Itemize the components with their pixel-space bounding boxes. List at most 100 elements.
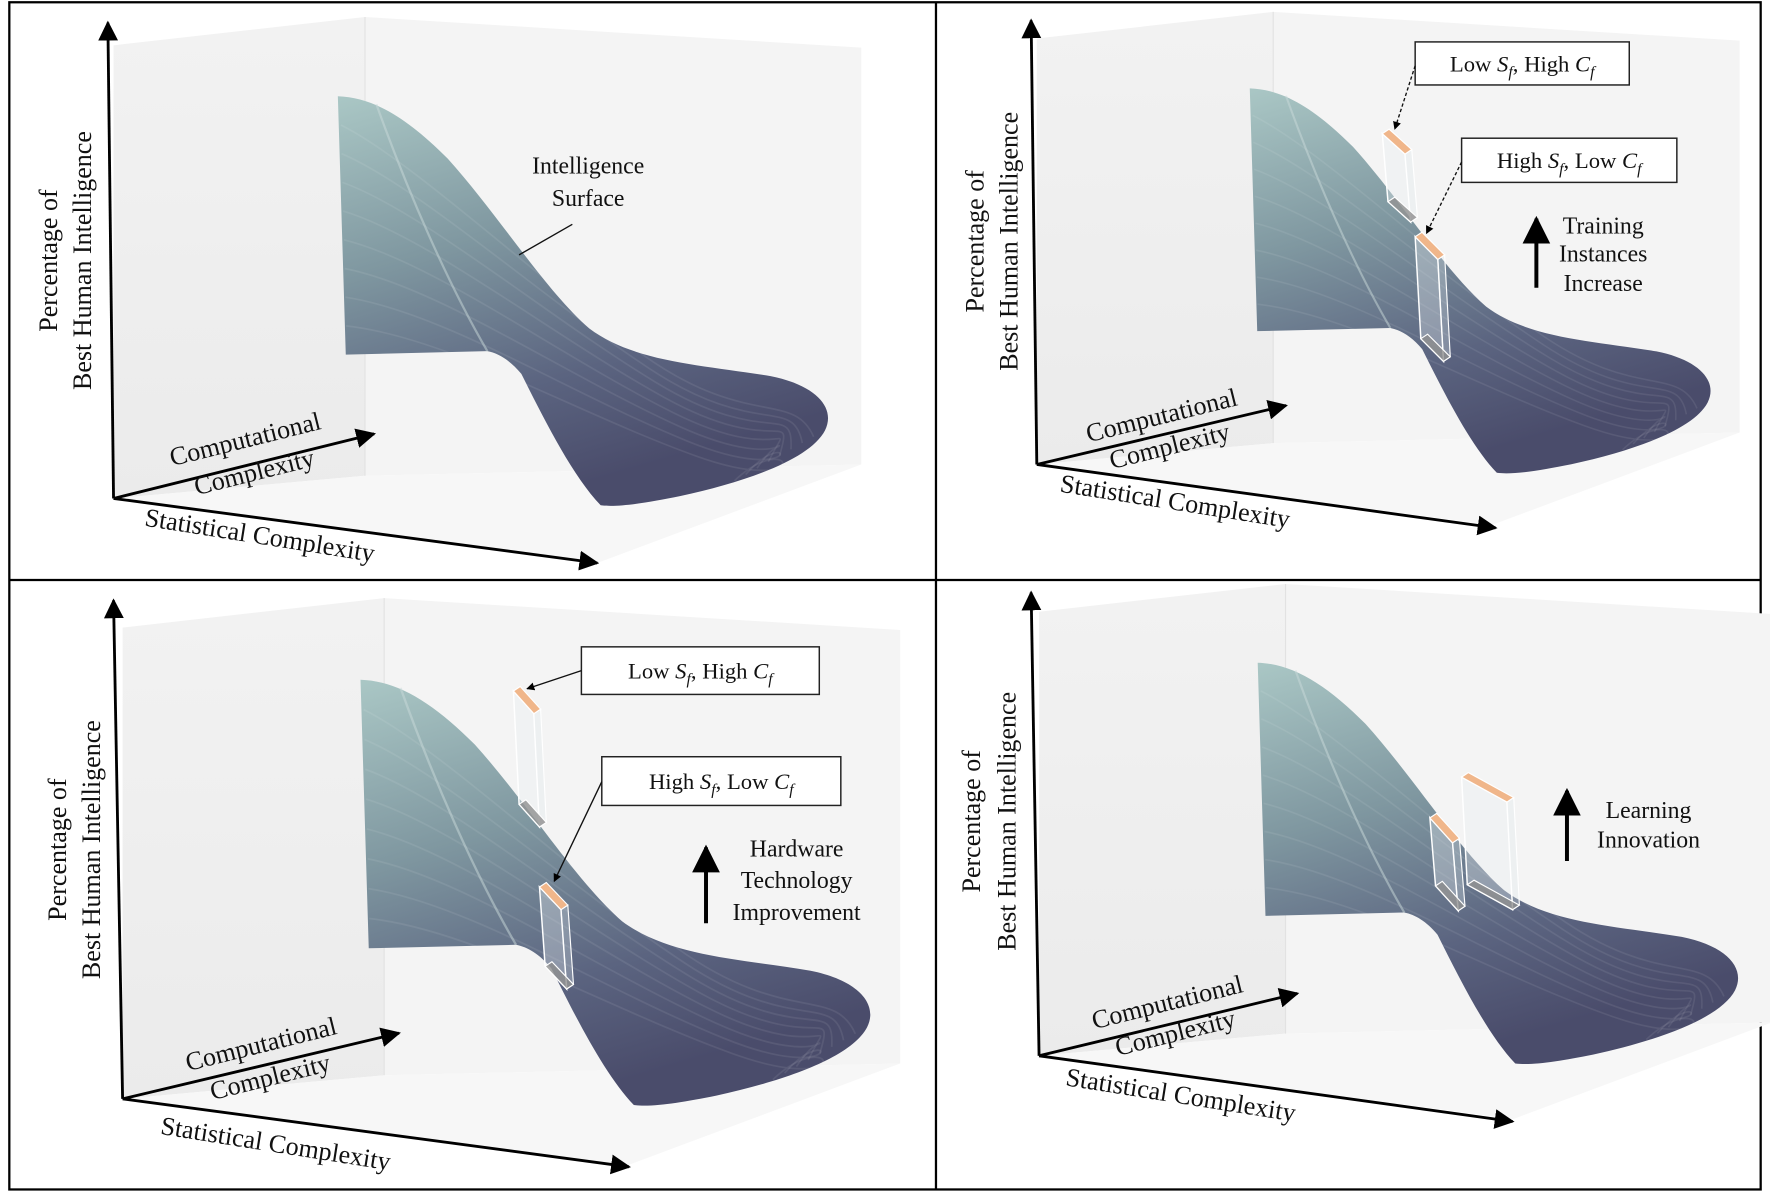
- statistical-axis-arrow: [1036, 463, 1498, 536]
- annotation-line: Intelligence: [532, 153, 644, 179]
- callout-s1: f: [687, 671, 694, 688]
- surface-mesh-line: [364, 738, 845, 1041]
- callout-v2: C: [1575, 51, 1591, 76]
- y-axis-arrow: [1021, 590, 1042, 1056]
- callout-box: [601, 755, 842, 807]
- callout-s1: f: [1508, 64, 1515, 81]
- prism-top: [538, 881, 569, 911]
- callout-box: [1460, 137, 1678, 184]
- surface-mesh-line: [1255, 222, 1667, 433]
- y-axis-label-line2: Best Human Intelligence: [992, 692, 1021, 951]
- y-axis-label-line2: Best Human Intelligence: [68, 131, 97, 390]
- prism-top: [512, 685, 542, 715]
- surface-mesh-line: [369, 917, 824, 1081]
- callout-v1: S: [700, 769, 711, 794]
- performance-prism: [512, 685, 548, 829]
- statistical-axis-arrow: [122, 1097, 631, 1175]
- annotation-line: Hardware: [750, 836, 844, 862]
- back-wall: [365, 16, 862, 476]
- surface-ridge: [1284, 95, 1392, 329]
- computational-axis-arrow: [1036, 400, 1288, 466]
- performance-prism: [1460, 771, 1521, 911]
- surface-mesh-line: [1261, 746, 1703, 1009]
- panel-learning-innovation: Percentage of Best Human IntelligenceComp…: [957, 583, 1770, 1129]
- callout-arrow: [1425, 161, 1463, 235]
- callout-pre: Low: [1450, 51, 1497, 76]
- prism-top: [1414, 231, 1446, 261]
- callout-pre: High: [649, 769, 700, 794]
- surface-mesh-line: [346, 325, 784, 482]
- surface-mesh-line: [345, 296, 782, 476]
- annotation-line: Training: [1563, 213, 1644, 239]
- callout-pre: Low: [628, 659, 675, 684]
- intelligence-surface: [337, 96, 829, 506]
- callout-high-sf-low-cf: High Sf, Low Cf: [1425, 137, 1678, 235]
- surface-mesh-line: [1253, 141, 1688, 415]
- callout-s2: f: [1590, 64, 1597, 81]
- surface-mesh-line: [1264, 830, 1692, 1028]
- surface-mesh-line: [1261, 718, 1714, 1003]
- annotation-line: Technology: [741, 868, 853, 894]
- annotation-line: Surface: [552, 186, 625, 212]
- callout-s2: f: [768, 671, 775, 688]
- computational-axis-arrow: [113, 428, 377, 500]
- computational-axis-arrow: [1038, 988, 1300, 1058]
- callout-low-sf-high-cf: Low Sf, High Cf: [526, 646, 821, 696]
- annotation-line: Improvement: [733, 900, 861, 926]
- surface-mesh-line: [1263, 802, 1693, 1022]
- prism-bottom: [1466, 879, 1521, 911]
- statistical-axis-arrow: [1038, 1054, 1515, 1129]
- callout-text: Low Sf, High Cf: [628, 659, 775, 689]
- surface-mesh-line: [365, 798, 826, 1054]
- y-axis-arrow: [1021, 18, 1042, 465]
- callout-v1: S: [675, 659, 686, 684]
- back-wall: [384, 598, 901, 1076]
- intelligence-surface: [360, 679, 871, 1106]
- y-axis-label-line1: Percentage of: [961, 170, 990, 313]
- prism-top: [1381, 128, 1413, 155]
- performance-prism: [1428, 812, 1466, 913]
- surface-mesh-line: [1265, 886, 1695, 1041]
- surface-mesh-line: [344, 267, 781, 469]
- surface-mesh-line: [1257, 303, 1669, 451]
- surface-mesh-line: [340, 124, 815, 438]
- callout-s2: f: [1637, 161, 1644, 178]
- surface-shape: [360, 679, 871, 1106]
- callout-mid: , High: [1513, 51, 1575, 76]
- left-wall: [113, 16, 366, 499]
- performance-prism: [1381, 128, 1419, 224]
- back-wall: [1273, 11, 1740, 444]
- performance-prism: [538, 881, 575, 991]
- y-axis-arrow: [98, 20, 119, 499]
- panel-training-instances: Percentage of Best Human IntelligenceComp…: [961, 11, 1740, 536]
- callout-high-sf-low-cf: High Sf, Low Cf: [553, 755, 842, 883]
- performance-prism: [1414, 231, 1452, 364]
- surface-shape: [337, 96, 829, 506]
- computational-axis-arrow: [122, 1027, 401, 1101]
- annotation-line: Instances: [1559, 242, 1647, 268]
- surface-mesh-line: [1256, 249, 1666, 439]
- callout-low-sf-high-cf: Low Sf, High Cf: [1393, 41, 1631, 130]
- intelligence-surface: [1249, 88, 1711, 474]
- callout-s1: f: [711, 782, 718, 799]
- statistical-axis-arrow: [113, 497, 600, 571]
- prism-bottom: [1434, 880, 1466, 912]
- surface-mesh-line: [1264, 858, 1693, 1034]
- panel-hardware-improvement: Percentage of Best Human IntelligenceComp…: [43, 598, 901, 1176]
- prism-top: [1429, 812, 1461, 844]
- callout-mid: , Low: [716, 769, 774, 794]
- surface-mesh-line: [1254, 195, 1670, 427]
- surface-mesh-line: [366, 828, 822, 1061]
- surface-mesh-line: [368, 887, 822, 1074]
- y-axis-label-line1: Percentage of: [34, 189, 63, 332]
- annotation-line: Learning: [1606, 798, 1692, 824]
- surface-mesh-line: [341, 152, 804, 444]
- left-wall: [122, 598, 385, 1099]
- callout-box: [1414, 41, 1631, 86]
- surface-mesh-line: [1262, 774, 1696, 1016]
- intelligence-surface: [1257, 662, 1739, 1065]
- callout-v1: S: [1548, 148, 1559, 173]
- annotation-line: Increase: [1564, 271, 1643, 297]
- callout-v2: C: [774, 769, 790, 794]
